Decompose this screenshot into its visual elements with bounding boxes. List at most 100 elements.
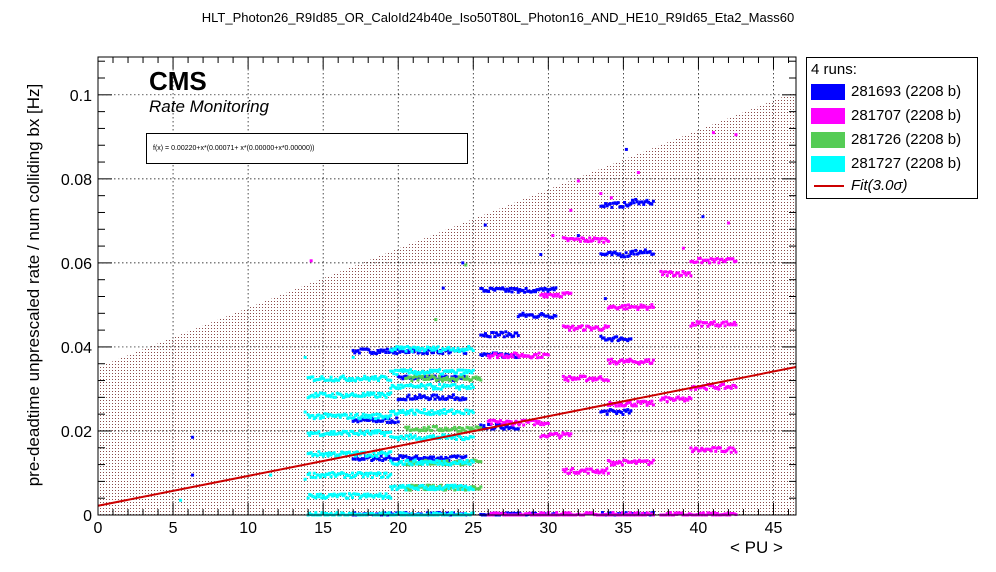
- y-tick-label: 0.04: [61, 340, 92, 357]
- data-point: [708, 383, 712, 387]
- data-point: [419, 457, 423, 461]
- data-point: [431, 425, 435, 429]
- data-point: [375, 493, 379, 497]
- data-point: [355, 376, 359, 380]
- data-point: [435, 348, 439, 352]
- data-point: [425, 345, 429, 349]
- data-point: [349, 429, 353, 433]
- data-point: [524, 286, 528, 290]
- data-point: [695, 320, 699, 324]
- data-point: [424, 412, 428, 416]
- data-point: [530, 313, 534, 317]
- data-point: [468, 428, 472, 432]
- data-point: [416, 409, 420, 413]
- data-point: [436, 410, 440, 414]
- data-point: [422, 349, 426, 353]
- data-point: [331, 414, 335, 418]
- data-point: [362, 347, 366, 351]
- data-point: [692, 448, 696, 452]
- data-point: [364, 495, 368, 499]
- data-point: [642, 202, 646, 206]
- data-point: [364, 413, 368, 417]
- data-point: [642, 459, 646, 463]
- data-point: [575, 470, 579, 474]
- data-point: [623, 255, 627, 259]
- data-point: [734, 259, 738, 263]
- data-point: [412, 486, 416, 490]
- data-point: [440, 459, 444, 463]
- data-point: [311, 475, 315, 479]
- data-point: [332, 492, 336, 496]
- data-point: [335, 453, 339, 457]
- data-point: [631, 305, 635, 309]
- data-point: [701, 448, 705, 452]
- data-point: [510, 425, 514, 429]
- data-point: [678, 274, 682, 278]
- data-point: [381, 475, 385, 479]
- data-point: [393, 347, 397, 351]
- data-point: [441, 385, 445, 389]
- data-point: [496, 356, 500, 360]
- data-point: [375, 395, 379, 399]
- data-point: [419, 428, 423, 432]
- data-point: [436, 351, 440, 355]
- data-point: [332, 413, 336, 417]
- data-point: [376, 349, 380, 353]
- data-point: [332, 430, 336, 434]
- data-point: [617, 404, 621, 408]
- data-point: [424, 377, 428, 381]
- data-point: [555, 294, 559, 298]
- data-point: [599, 470, 603, 474]
- data-point: [728, 323, 732, 327]
- data-point: [636, 511, 640, 515]
- data-point: [467, 437, 471, 441]
- data-point: [703, 258, 707, 262]
- data-point: [435, 411, 439, 415]
- data-point: [361, 412, 365, 416]
- data-point: [393, 368, 397, 372]
- data-point: [545, 421, 549, 425]
- data-point: [445, 457, 449, 461]
- data-point: [406, 458, 410, 462]
- data-point: [480, 426, 484, 430]
- data-point: [594, 325, 598, 329]
- data-point: [555, 431, 559, 435]
- data-point: [600, 328, 604, 332]
- data-point: [723, 450, 727, 454]
- band-area: [98, 91, 796, 515]
- data-point: [554, 286, 558, 290]
- data-point: [515, 287, 519, 291]
- data-point: [640, 200, 644, 204]
- data-point: [453, 434, 457, 438]
- data-point: [415, 408, 419, 412]
- data-point: [324, 378, 328, 382]
- data-point: [589, 328, 593, 332]
- data-point: [621, 412, 625, 416]
- data-point: [393, 436, 397, 440]
- data-point: [326, 414, 330, 418]
- data-point: [406, 383, 410, 387]
- data-point: [454, 349, 458, 353]
- legend-header: 4 runs:: [811, 61, 857, 78]
- data-point: [499, 512, 503, 516]
- data-point: [409, 462, 413, 466]
- data-point: [439, 409, 443, 413]
- data-point: [499, 353, 503, 357]
- data-point: [611, 360, 615, 364]
- data-point: [380, 374, 384, 378]
- data-point: [508, 420, 512, 424]
- data-point: [386, 452, 390, 456]
- data-point: [412, 435, 416, 439]
- data-point: [668, 270, 672, 274]
- data-point: [415, 385, 419, 389]
- data-point: [337, 431, 341, 435]
- data-point: [410, 485, 414, 489]
- data-point: [728, 446, 732, 450]
- data-point: [413, 348, 417, 352]
- data-point: [577, 237, 581, 241]
- data-point: [371, 457, 375, 461]
- data-point: [723, 260, 727, 264]
- data-point: [384, 512, 388, 516]
- data-point: [711, 383, 715, 387]
- data-point: [354, 379, 358, 383]
